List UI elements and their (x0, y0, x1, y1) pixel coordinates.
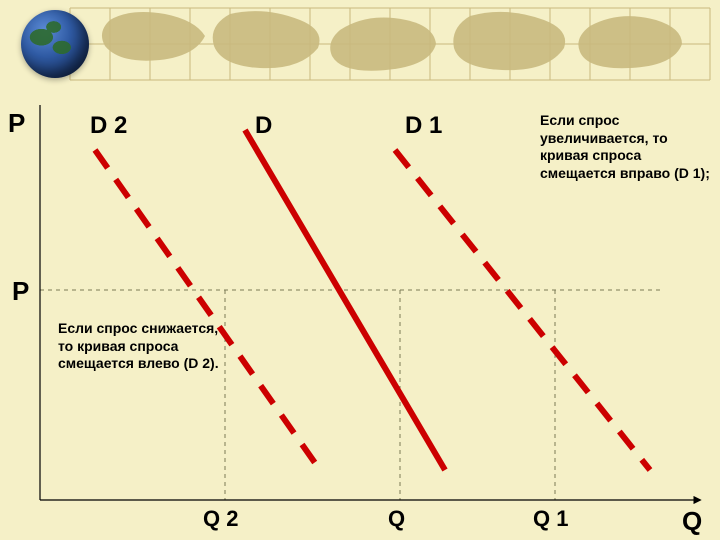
x-label-q2: Q 2 (203, 506, 238, 532)
annotation-right: Если спрос увеличивается, то кривая спро… (540, 112, 710, 182)
curve-D1 (395, 150, 650, 470)
curve-label-D: D (255, 112, 272, 140)
curve-D (245, 130, 445, 470)
curve-label-D2: D 2 (90, 112, 127, 140)
curve-label-D1: D 1 (405, 112, 442, 140)
q-axis-label: Q (682, 506, 702, 537)
x-label-q: Q (388, 506, 405, 532)
slide: P P Q D 2 D D 1 Q 2 Q Q 1 Если спрос увеличиваетс… (0, 0, 720, 540)
p-level-label: P (12, 276, 29, 307)
demand-chart (0, 0, 720, 540)
x-label-q1: Q 1 (533, 506, 568, 532)
annotation-left: Если спрос снижается, то кривая спроса с… (58, 320, 228, 373)
p-axis-label: P (8, 108, 25, 139)
